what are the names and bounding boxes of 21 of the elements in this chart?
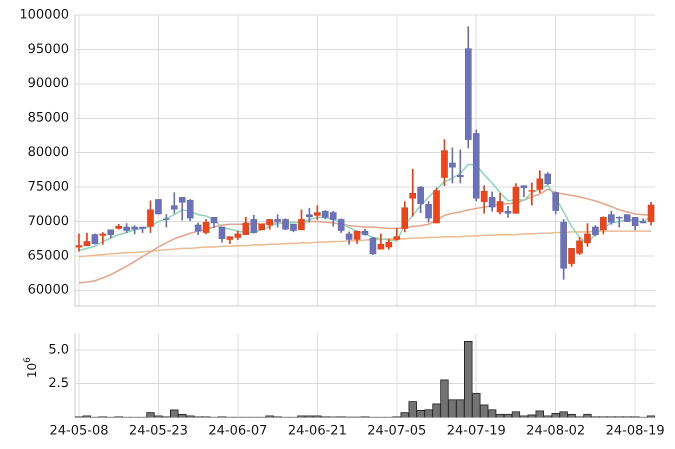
candlestick xyxy=(504,206,512,218)
x-tick-label: 24-07-05 xyxy=(367,424,426,439)
y-tick-label: 60000 xyxy=(28,282,69,298)
y-tick-label: 85000 xyxy=(28,110,69,126)
x-tick-label: 24-06-07 xyxy=(208,424,268,439)
x-tick-label: 24-08-19 xyxy=(606,424,665,439)
y-tick-label: 2.5 xyxy=(48,376,69,392)
y-tick-label: 70000 xyxy=(28,214,69,229)
y-tick-label: 100000 xyxy=(19,7,69,22)
x-tick-label: 24-08-02 xyxy=(526,424,586,439)
x-tick-label: 24-05-08 xyxy=(49,424,108,439)
y-tick-label: 65000 xyxy=(28,248,69,264)
y-tick-label: 95000 xyxy=(28,42,69,57)
y-tick-label: 80000 xyxy=(28,145,69,160)
y-tick-label: 5.0 xyxy=(48,342,69,358)
y-tick-label: 75000 xyxy=(28,179,69,194)
x-tick-label: 24-07-19 xyxy=(446,424,506,439)
y-tick-label: 90000 xyxy=(28,76,69,92)
x-tick-label: 24-06-21 xyxy=(288,424,347,439)
x-tick-label: 24-05-23 xyxy=(128,424,188,439)
y-axis-title: 106 xyxy=(23,356,39,378)
